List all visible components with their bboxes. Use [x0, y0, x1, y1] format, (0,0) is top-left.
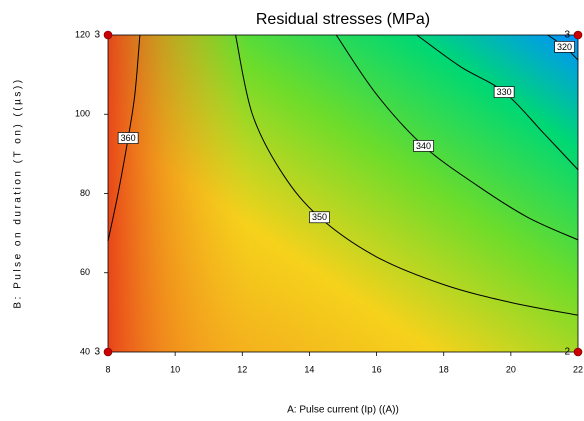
contour-label: 350	[312, 212, 327, 222]
x-tick-label: 16	[372, 364, 382, 374]
contour-label: 360	[121, 133, 136, 143]
contour-line	[335, 34, 579, 241]
design-point	[573, 30, 583, 40]
design-point-label: 3	[94, 347, 100, 358]
design-point	[103, 347, 113, 357]
x-tick-label: 10	[170, 364, 180, 374]
contour-label: 320	[557, 42, 572, 52]
y-tick-label: 120	[75, 29, 90, 39]
x-tick-label: 18	[439, 364, 449, 374]
contour-label: 330	[497, 87, 512, 97]
y-tick-label: 60	[80, 267, 90, 277]
x-tick-label: 20	[506, 364, 516, 374]
chart-title: Residual stresses (MPa)	[256, 11, 430, 28]
design-point-label: 2	[564, 347, 570, 358]
y-tick-label: 80	[80, 188, 90, 198]
contour-label-box	[413, 140, 434, 152]
design-point-label: 3	[564, 30, 570, 41]
y-tick-label: 40	[80, 346, 90, 356]
x-tick-label: 8	[105, 364, 110, 374]
design-point	[103, 30, 113, 40]
contour-label-box	[554, 41, 575, 53]
x-tick-label: 22	[573, 364, 583, 374]
contour-line	[235, 34, 579, 316]
y-tick-label: 100	[75, 109, 90, 119]
design-point	[573, 347, 583, 357]
contour-label-box	[493, 86, 515, 98]
surface-shade	[108, 35, 578, 352]
y-axis-label: B: Pulse on duration (T on) ((µs))	[13, 77, 24, 308]
contour-label-box	[309, 211, 330, 224]
contour-label: 340	[416, 141, 431, 151]
contour-label-box	[117, 132, 139, 144]
x-axis-label: A: Pulse current (Ip) ((A))	[287, 405, 399, 416]
x-tick-label: 12	[237, 364, 247, 374]
design-point-label: 3	[94, 30, 100, 41]
x-tick-label: 14	[304, 364, 314, 374]
